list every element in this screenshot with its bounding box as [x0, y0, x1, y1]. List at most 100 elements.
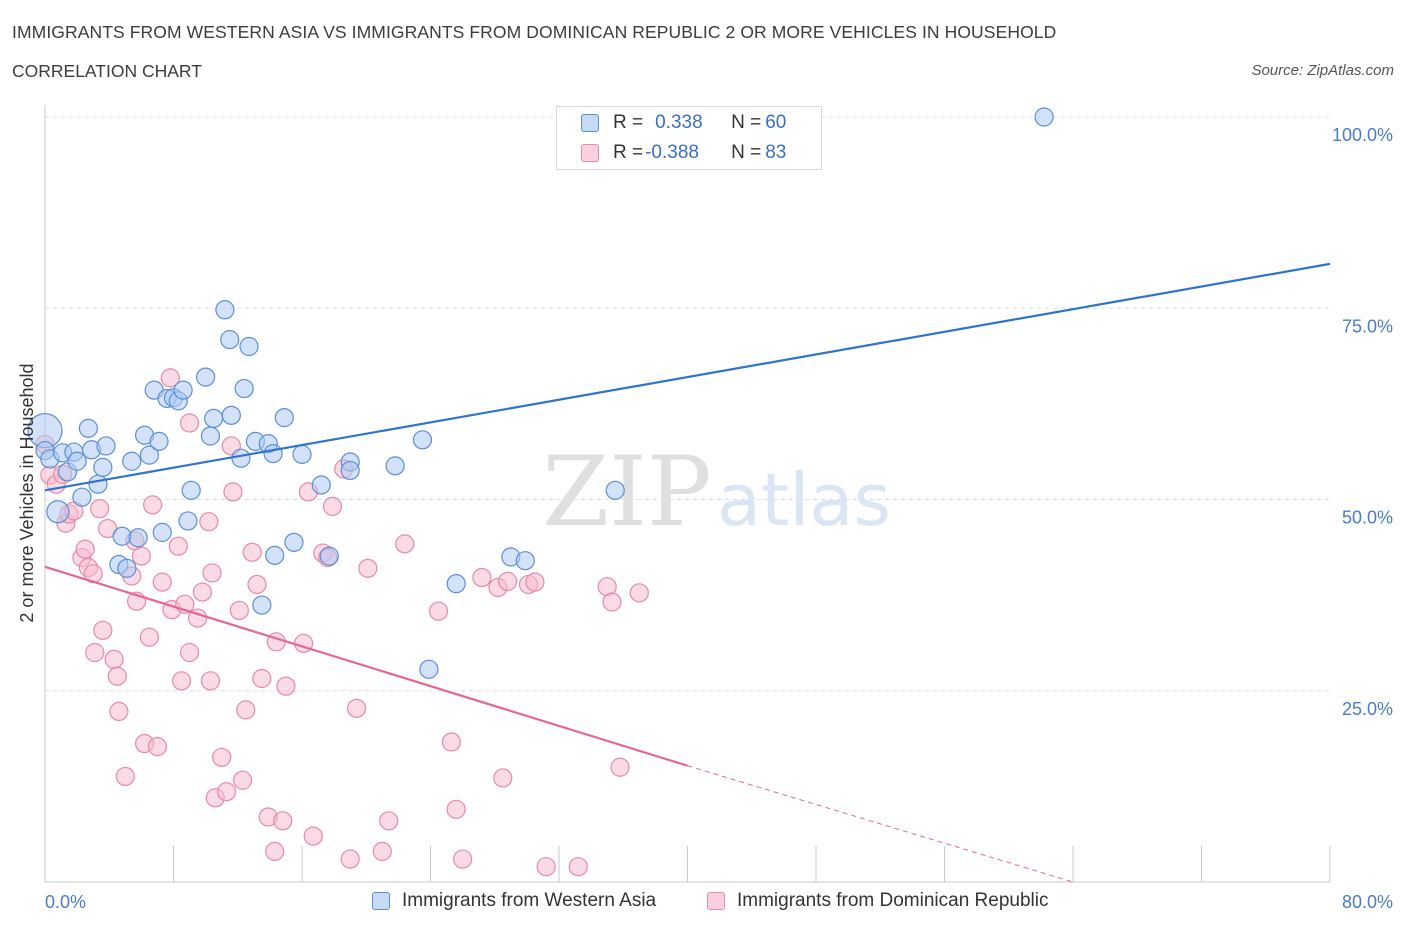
dominican-republic-point: [247, 574, 267, 595]
western-asia-point: [319, 546, 339, 566]
western-asia-point: [181, 480, 201, 500]
stats-n-value: 83: [765, 142, 787, 163]
western-asia-point: [173, 380, 193, 400]
dominican-republic-point: [568, 857, 588, 877]
western-asia-point: [196, 367, 216, 387]
trend-line-western-asia: [44, 262, 1331, 492]
dominican-republic-point: [441, 732, 461, 752]
dominican-republic-point: [202, 563, 222, 583]
western-asia-point: [239, 336, 259, 357]
western-asia-point: [231, 448, 251, 468]
legend-swatch-blue: [372, 892, 390, 910]
y-axis-label: 2 or more Vehicles in Household: [17, 363, 37, 622]
dominican-republic-point: [107, 666, 127, 686]
western-asia-point: [88, 474, 108, 494]
series-dominican-republic-points: [35, 368, 649, 877]
dominican-republic-point: [472, 567, 492, 588]
dominican-republic-point: [536, 857, 556, 877]
western-asia-point: [67, 451, 87, 471]
western-asia-point: [385, 456, 405, 476]
western-asia-point: [78, 418, 98, 438]
dominican-republic-point: [358, 558, 378, 578]
y-tick-label: 100.0%: [1332, 125, 1393, 145]
dominican-republic-point: [252, 668, 272, 689]
dominican-republic-point: [395, 534, 415, 554]
stats-r-label: R =: [613, 112, 644, 133]
source-attribution: Source: ZipAtlas.com: [1251, 62, 1394, 79]
trend-line-dominican-republic: [44, 565, 688, 767]
dominican-republic-point: [276, 676, 296, 696]
stats-n-label: N =: [731, 112, 762, 133]
legend-item-western-asia[interactable]: Immigrants from Western Asia: [372, 890, 656, 912]
western-asia-point: [215, 300, 235, 320]
dominican-republic-point: [85, 642, 105, 663]
western-asia-point: [515, 551, 535, 571]
western-asia-point: [96, 436, 116, 456]
western-asia-point: [284, 532, 304, 552]
western-asia-point: [112, 526, 132, 546]
dominican-republic-point: [498, 571, 518, 591]
dominican-republic-point: [147, 736, 168, 757]
western-asia-point: [419, 659, 439, 679]
western-asia-point: [128, 528, 148, 548]
dominican-republic-point: [143, 495, 163, 515]
legend-label-dominican-republic: Immigrants from Dominican Republic: [737, 890, 1049, 911]
stats-swatch-pink: [581, 144, 599, 162]
dominican-republic-point: [602, 592, 622, 612]
western-asia-point: [46, 500, 70, 524]
watermark-zip: ZIP: [542, 436, 711, 548]
dominican-republic-point: [192, 582, 213, 602]
western-asia-point: [117, 558, 137, 578]
western-asia-point: [221, 405, 241, 425]
dominican-republic-point: [93, 620, 113, 640]
axes: [44, 105, 1331, 883]
dominican-republic-point: [340, 849, 360, 869]
stats-r-value: 0.338: [655, 112, 703, 133]
dominican-republic-point: [303, 826, 323, 846]
stats-row-western-asia: R = 0.338 N = 60: [581, 111, 786, 135]
chart-title: IMMIGRANTS FROM WESTERN ASIA VS IMMIGRAN…: [12, 22, 1057, 42]
stats-n-value: 60: [765, 112, 787, 133]
western-asia-point: [220, 330, 240, 350]
western-asia-point: [234, 378, 254, 399]
x-tick-label: 80.0%: [1342, 892, 1393, 912]
tick-labels: 25.0% 50.0% 75.0% 100.0% 0.0% 80.0%: [45, 125, 1393, 912]
dominican-republic-point: [372, 841, 392, 862]
western-asia-point: [292, 444, 312, 464]
dominican-republic-point: [428, 601, 449, 621]
dominican-republic-point: [109, 701, 129, 722]
western-asia-point: [204, 408, 224, 429]
stats-swatch-blue: [581, 114, 599, 132]
dominican-republic-point: [152, 572, 172, 592]
dominican-republic-point: [525, 572, 545, 592]
dominican-republic-point: [229, 600, 249, 621]
legend-item-dominican-republic[interactable]: Immigrants from Dominican Republic: [707, 890, 1049, 912]
dominican-republic-point: [265, 841, 285, 862]
dominican-republic-point: [232, 770, 253, 790]
dominican-republic-point: [199, 512, 219, 532]
dominican-republic-point: [629, 583, 649, 603]
dominican-republic-point: [242, 542, 262, 562]
series-western-asia-points: [27, 107, 1054, 679]
western-asia-point: [265, 545, 285, 565]
dominican-republic-point: [236, 700, 256, 720]
western-asia-point: [93, 457, 113, 477]
western-asia-point: [263, 444, 283, 464]
legend-label-western-asia: Immigrants from Western Asia: [402, 890, 657, 911]
watermark-atlas: atlas: [717, 458, 891, 542]
dominican-republic-point: [104, 649, 124, 669]
stats-r-value: -0.388: [645, 142, 699, 163]
dominican-republic-point: [168, 536, 188, 556]
western-asia-point: [274, 408, 294, 428]
western-asia-point: [139, 445, 160, 465]
western-asia-point: [122, 451, 142, 471]
dominican-republic-point: [171, 671, 192, 691]
dominican-republic-point: [322, 496, 343, 516]
dominican-republic-point: [610, 757, 630, 777]
western-asia-point: [1034, 107, 1054, 127]
western-asia-point: [178, 511, 198, 531]
dominican-republic-point: [273, 811, 293, 831]
stats-r-label: R =: [613, 142, 644, 163]
dominican-republic-point: [160, 368, 180, 388]
